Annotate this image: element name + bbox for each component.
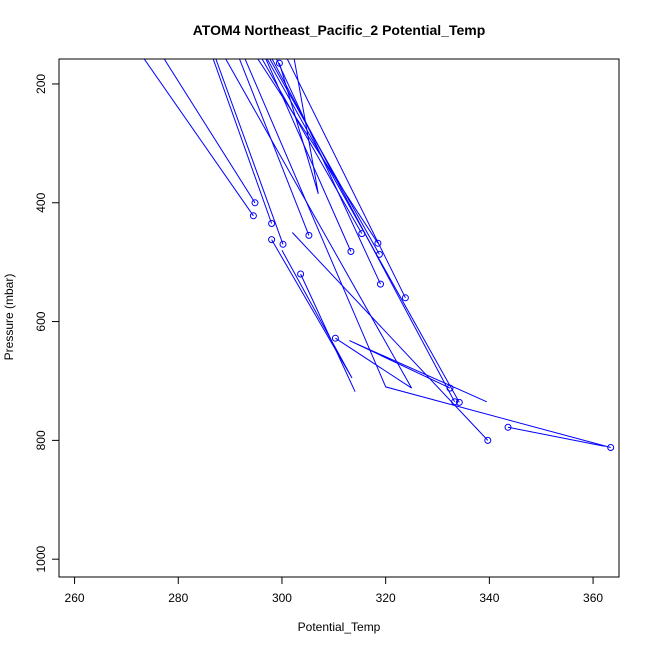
series-line [215,59,284,245]
series-line [257,59,379,244]
data-point [504,423,512,431]
series-21 [244,59,615,451]
data-point [251,199,259,207]
y-tick-label: 200 [34,74,48,94]
x-tick-label: 300 [272,591,292,605]
series-line [212,59,273,224]
data-point [401,294,409,302]
series-line [163,59,256,204]
x-tick-label: 320 [376,591,396,605]
series-line [278,59,319,194]
y-tick-label: 1000 [34,546,48,573]
data-point [455,398,463,406]
data-point [484,436,492,444]
series-line [275,59,381,285]
x-axis: 260 280 300 320 340 360 [65,576,603,605]
x-tick-label: 280 [168,591,188,605]
series-15 [286,59,409,302]
series-12 [257,59,382,247]
series-line [271,239,353,379]
series-14 [275,59,384,288]
data-point [297,270,305,278]
y-tick-label: 400 [34,192,48,212]
x-tick-label: 340 [479,591,499,605]
series-9 [225,59,413,389]
data-point [305,231,313,239]
series-line [349,340,488,403]
data-point [268,236,276,244]
series-line [507,426,605,447]
series-line [143,59,254,217]
series-5 [268,236,353,379]
series-line [265,59,352,252]
chart-title: ATOM4 Northeast_Pacific_2 Potential_Temp [193,22,486,38]
series-19 [291,232,492,444]
data-point [268,220,276,227]
series-line [261,59,363,234]
plot-area [143,59,615,451]
data-point [607,444,615,451]
series-line [225,59,413,389]
series-3 [143,59,257,220]
series-18 [266,59,463,406]
series-4 [212,59,276,227]
data-point [374,239,382,247]
series-line [286,59,406,299]
series-line [266,59,460,403]
series-line [244,59,611,448]
data-point [331,334,339,342]
y-tick-label: 800 [34,430,48,450]
series-17 [271,59,459,406]
series-line [291,232,489,441]
y-tick-label: 600 [34,311,48,331]
x-axis-label: Potential_Temp [298,620,381,634]
data-point [347,248,355,255]
series-2 [163,59,259,207]
series-13 [269,59,383,258]
series-20 [504,423,605,447]
y-axis-label: Pressure (mbar) [2,274,16,361]
x-tick-label: 260 [65,591,85,605]
data-point [279,240,287,248]
y-axis: 200 400 600 800 1000 [34,74,60,573]
data-point [377,280,384,288]
plot-frame [58,58,620,578]
data-point [249,212,257,220]
series-8 [297,270,356,392]
x-tick-label: 360 [583,591,603,605]
series-6 [215,59,287,248]
series-10 [265,59,355,255]
series-line [300,273,356,392]
